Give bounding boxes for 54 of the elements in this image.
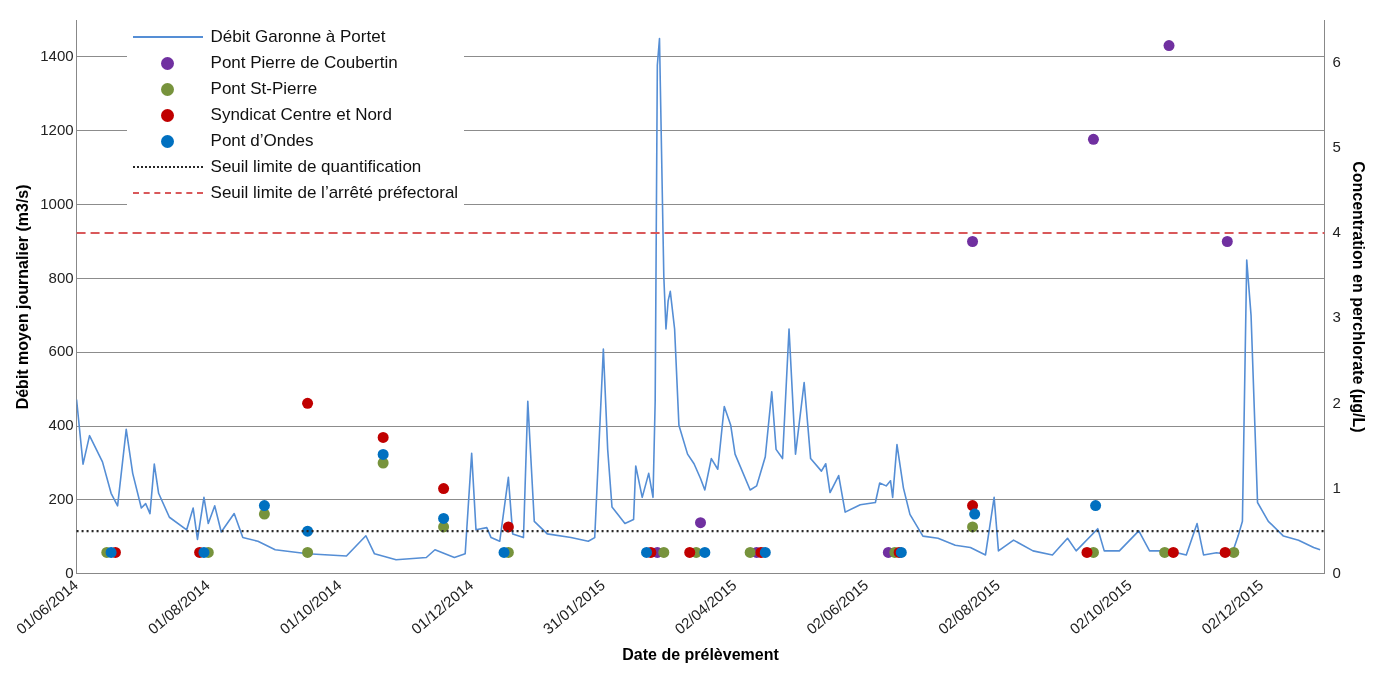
point (1167, 546, 1179, 558)
y2-tick-label: 5 (1332, 137, 1341, 155)
point (258, 500, 270, 512)
point (1219, 546, 1231, 558)
point (498, 546, 510, 558)
point (684, 546, 696, 558)
point (198, 546, 210, 558)
y-tick-label: 800 (48, 268, 74, 286)
point (699, 546, 711, 558)
point (1163, 40, 1175, 52)
x-axis-title: Date de prélèvement (622, 645, 780, 663)
point (302, 397, 314, 409)
y-tick-label: 600 (48, 342, 74, 360)
legend-label: Pont St-Pierre (210, 79, 318, 99)
legend-label: Seuil limite de l’arrêté préfectoral (210, 183, 459, 203)
y-tick-label: 400 (48, 416, 74, 434)
point (967, 236, 979, 247)
point (1081, 546, 1093, 558)
point (695, 517, 707, 529)
point (438, 512, 450, 524)
point (377, 448, 389, 460)
y2-tick-label: 1 (1332, 478, 1341, 496)
point (105, 546, 117, 558)
point (658, 546, 670, 558)
point (969, 508, 981, 520)
point (744, 546, 756, 558)
y-axis-title: Débit moyen journalier (m3/s) (14, 184, 32, 410)
point (377, 431, 389, 443)
y-tick-label: 1400 (40, 47, 74, 65)
point (438, 483, 450, 495)
y-tick-label: 1200 (40, 120, 74, 138)
point (1090, 500, 1102, 512)
y2-tick-label: 0 (1332, 563, 1341, 581)
point (1087, 133, 1099, 145)
legend-label: Seuil limite de quantification (210, 157, 422, 177)
point (967, 500, 979, 512)
point (759, 546, 771, 558)
y2-tick-label: 3 (1332, 308, 1341, 326)
y2-tick-label: 2 (1332, 393, 1341, 411)
legend-label: Débit Garonne à Portet (210, 27, 386, 47)
legend-label: Pont Pierre de Coubertin (210, 53, 398, 73)
y-tick-label: 1000 (40, 194, 74, 212)
point (641, 546, 653, 558)
point (502, 521, 514, 533)
point (302, 546, 314, 558)
point (967, 521, 979, 533)
y-tick-label: 0 (65, 563, 74, 581)
legend-label: Syndicat Centre et Nord (210, 105, 392, 125)
y-tick-label: 200 (48, 490, 74, 508)
y2-tick-label: 6 (1332, 52, 1341, 70)
point (1221, 236, 1233, 247)
y2-axis-title: Concentration en perchlorate (µg/L) (1349, 161, 1367, 433)
y2-tick-label: 4 (1332, 223, 1341, 241)
legend-label: Pont d’Ondes (210, 131, 314, 151)
